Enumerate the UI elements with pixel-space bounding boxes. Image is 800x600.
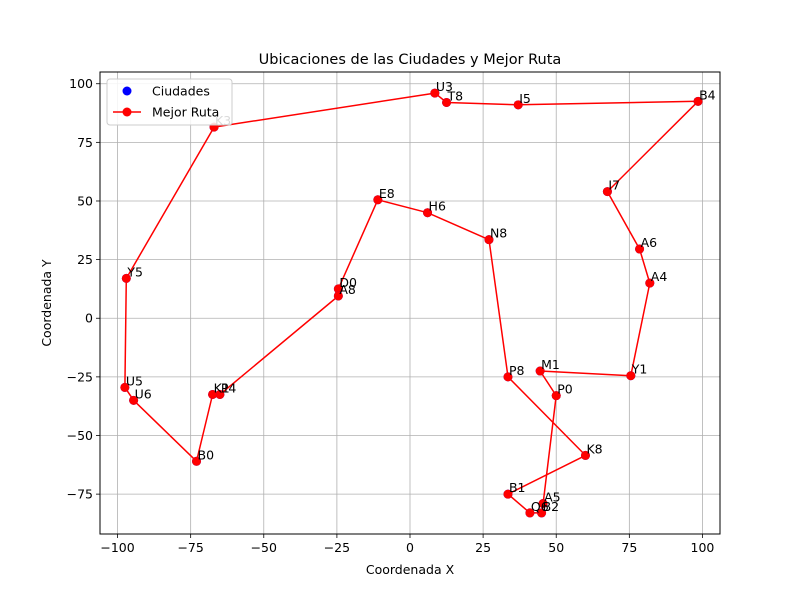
route-marker-p8 bbox=[503, 372, 513, 382]
city-points bbox=[120, 88, 703, 518]
grid bbox=[100, 72, 720, 534]
route-marker-a8 bbox=[333, 291, 343, 301]
city-label-t8: T8 bbox=[447, 88, 464, 103]
city-label-b0: B0 bbox=[198, 447, 215, 462]
route-marker-y5 bbox=[121, 273, 131, 283]
city-label-i5: I5 bbox=[519, 91, 531, 106]
legend-box bbox=[106, 78, 233, 126]
y-tick-label: 50 bbox=[77, 193, 93, 208]
city-label-a5: A5 bbox=[544, 490, 561, 505]
route-marker-k1 bbox=[208, 389, 218, 399]
city-label-q6: Q6 bbox=[531, 499, 549, 514]
city-label-i7: I7 bbox=[608, 178, 620, 193]
route-marker-d0 bbox=[333, 284, 343, 294]
x-tick-label: −50 bbox=[251, 540, 277, 555]
route-marker-a4 bbox=[645, 278, 655, 288]
route-marker-p0 bbox=[551, 391, 561, 401]
x-tick-label: 25 bbox=[475, 540, 491, 555]
city-label-u3: U3 bbox=[436, 79, 453, 94]
route-marker-k8 bbox=[580, 450, 590, 460]
route-marker-u5 bbox=[120, 382, 130, 392]
x-axis-ticks: −100 −75 −50 −25 0 25 50 75 100 bbox=[100, 534, 714, 555]
city-label-y5: Y5 bbox=[126, 264, 143, 279]
route-marker-e8 bbox=[373, 195, 383, 205]
route-marker-y1 bbox=[626, 371, 636, 381]
y-tick-label: −50 bbox=[67, 428, 93, 443]
city-label-a8: A8 bbox=[339, 282, 356, 297]
route-marker-i5 bbox=[513, 100, 523, 110]
y-axis-ticks: −75 −50 −25 0 25 50 75 100 bbox=[67, 76, 100, 502]
city-label-p4: P4 bbox=[221, 380, 237, 395]
city-label-b2: B2 bbox=[543, 499, 560, 514]
x-tick-label: 50 bbox=[548, 540, 564, 555]
y-tick-label: −75 bbox=[67, 487, 93, 502]
city-label-k1: K1 bbox=[214, 380, 230, 395]
route-marker-b4 bbox=[693, 96, 703, 106]
route-marker-h6 bbox=[423, 208, 433, 218]
city-label-h6: H6 bbox=[429, 199, 446, 214]
route-marker-n8 bbox=[484, 235, 494, 245]
city-label-u5: U5 bbox=[126, 373, 143, 388]
route-marker-p4 bbox=[215, 389, 225, 399]
route-marker-u3 bbox=[430, 88, 440, 98]
legend-ruta-label: Mejor Ruta bbox=[152, 105, 219, 120]
city-label-y1: Y1 bbox=[631, 362, 648, 377]
route-marker-i7 bbox=[602, 187, 612, 197]
route-marker-u6 bbox=[129, 395, 139, 405]
route-marker-a6 bbox=[635, 244, 645, 254]
y-tick-label: −25 bbox=[67, 369, 93, 384]
x-tick-label: −75 bbox=[177, 540, 203, 555]
x-tick-label: −100 bbox=[100, 540, 134, 555]
city-label-b1: B1 bbox=[509, 480, 526, 495]
y-tick-label: 75 bbox=[77, 135, 93, 150]
route-marker-q6 bbox=[525, 508, 535, 518]
route-marker-b0 bbox=[192, 456, 202, 466]
city-label-d0: D0 bbox=[339, 275, 357, 290]
route-marker-m1 bbox=[535, 366, 545, 376]
city-label-a6: A6 bbox=[641, 235, 658, 250]
legend-ruta-marker bbox=[122, 107, 132, 117]
legend-ciudades-label: Ciudades bbox=[152, 84, 210, 99]
x-tick-label: 100 bbox=[691, 540, 715, 555]
city-label-k8: K8 bbox=[586, 441, 602, 456]
y-tick-label: 25 bbox=[77, 252, 93, 267]
city-label-e8: E8 bbox=[379, 186, 395, 201]
route-marker-a5 bbox=[538, 499, 548, 509]
legend: Ciudades Mejor Ruta bbox=[106, 78, 233, 126]
y-tick-label: 100 bbox=[69, 76, 93, 91]
city-label-p8: P8 bbox=[509, 363, 525, 378]
x-tick-label: 0 bbox=[406, 540, 414, 555]
city-label-m1: M1 bbox=[541, 357, 560, 372]
city-label-u6: U6 bbox=[135, 386, 152, 401]
city-label-n8: N8 bbox=[490, 226, 507, 241]
city-label-b4: B4 bbox=[699, 87, 716, 102]
route-marker-b1 bbox=[503, 489, 513, 499]
route-marker-b2 bbox=[537, 508, 547, 518]
legend-ciudades-marker bbox=[122, 86, 132, 96]
city-label-p0: P0 bbox=[557, 382, 573, 397]
x-tick-label: −25 bbox=[324, 540, 350, 555]
city-label-a4: A4 bbox=[651, 269, 668, 284]
route-marker-t8 bbox=[442, 97, 452, 107]
chart-title: Ubicaciones de las Ciudades y Mejor Ruta bbox=[259, 52, 562, 68]
y-axis-label: Coordenada Y bbox=[39, 259, 54, 347]
y-tick-label: 0 bbox=[85, 311, 93, 326]
x-tick-label: 75 bbox=[621, 540, 637, 555]
x-axis-label: Coordenada X bbox=[366, 562, 455, 577]
